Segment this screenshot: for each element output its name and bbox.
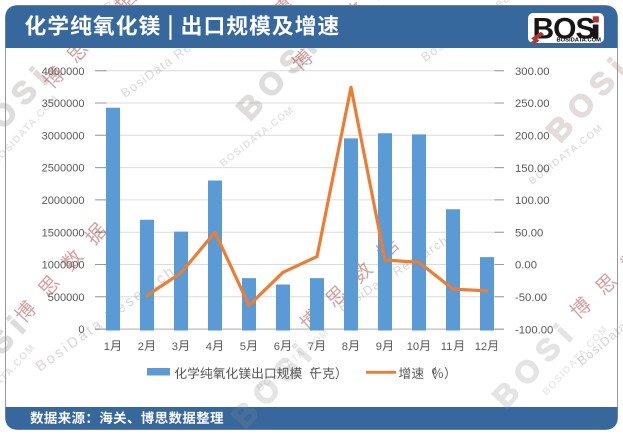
svg-text:250.00: 250.00 <box>515 98 550 110</box>
svg-text:3: 3 <box>172 341 178 353</box>
svg-text:1500000: 1500000 <box>42 227 85 239</box>
svg-text:8: 8 <box>342 341 348 353</box>
svg-text:12: 12 <box>475 341 487 353</box>
svg-text:9: 9 <box>376 341 382 353</box>
svg-text:3000000: 3000000 <box>42 130 85 142</box>
svg-text:50.00: 50.00 <box>515 227 543 239</box>
svg-text:3500000: 3500000 <box>42 98 85 110</box>
svg-text:500000: 500000 <box>48 292 85 304</box>
svg-text:0.00: 0.00 <box>515 260 537 272</box>
svg-text:-100.00: -100.00 <box>515 324 553 336</box>
svg-text:-50.00: -50.00 <box>515 292 547 304</box>
svg-text:2000000: 2000000 <box>42 195 85 207</box>
svg-text:10: 10 <box>407 341 419 353</box>
svg-text:100.00: 100.00 <box>515 195 550 207</box>
svg-text:5: 5 <box>240 341 246 353</box>
svg-text:1000000: 1000000 <box>42 260 85 272</box>
svg-text:11: 11 <box>441 341 453 353</box>
svg-text:2: 2 <box>138 341 144 353</box>
svg-text:0: 0 <box>78 324 84 336</box>
svg-text:1: 1 <box>104 341 110 353</box>
svg-text:7: 7 <box>308 341 314 353</box>
svg-text:150.00: 150.00 <box>515 163 550 175</box>
svg-text:4000000: 4000000 <box>42 66 85 78</box>
svg-text:BOS: BOS <box>533 13 595 46</box>
svg-text:4: 4 <box>206 341 212 353</box>
svg-text:200.00: 200.00 <box>515 131 550 143</box>
svg-text:300.00: 300.00 <box>515 66 550 78</box>
svg-text:2500000: 2500000 <box>42 163 85 175</box>
svg-text:6: 6 <box>274 341 280 353</box>
svg-text:BOSIDATA.COM: BOSIDATA.COM <box>556 38 601 44</box>
